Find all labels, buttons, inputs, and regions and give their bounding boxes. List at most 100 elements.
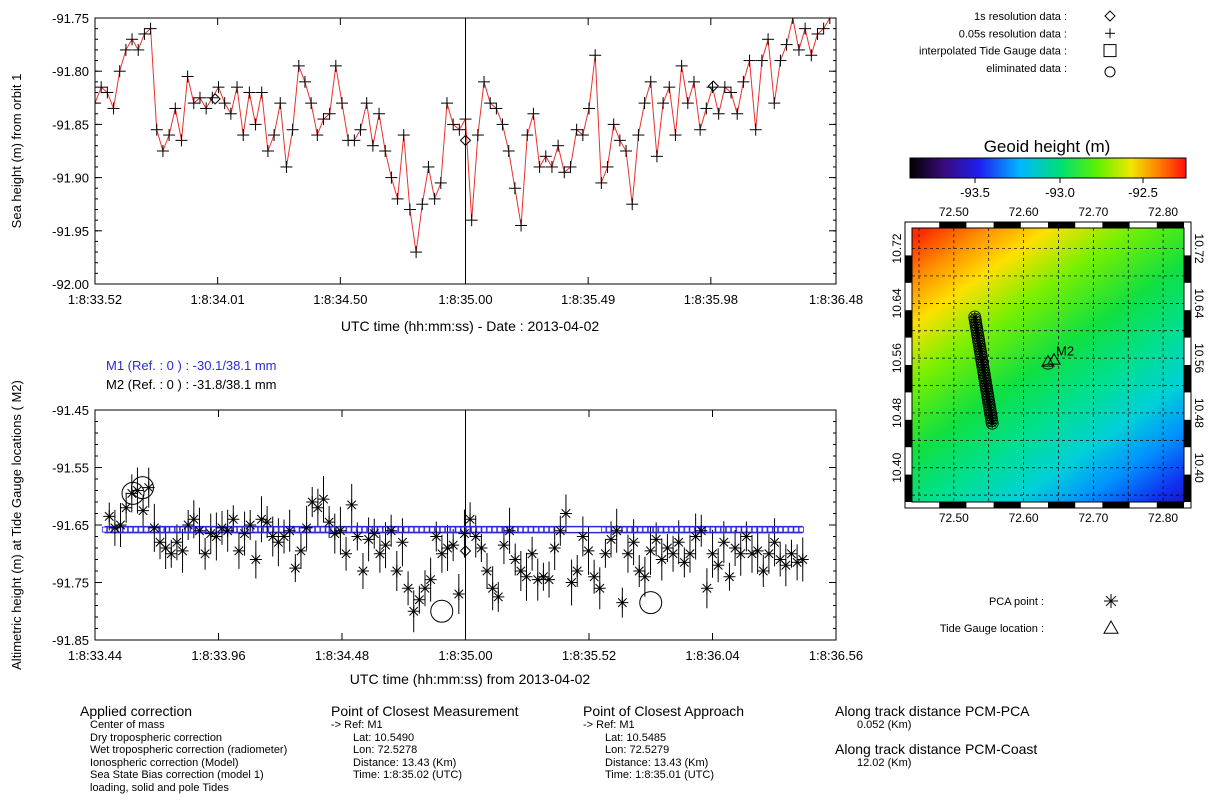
legend-label: Tide Gauge location :: [940, 623, 1044, 635]
border-segment: [1156, 502, 1184, 508]
data-point-plus: [354, 123, 367, 136]
interpolated-square: [668, 526, 674, 533]
pca-point-asterisk: [548, 542, 561, 554]
applied-correction-title: Applied correction: [80, 703, 193, 719]
pca-point-asterisk: [452, 588, 465, 600]
interpolated-square: [523, 526, 529, 533]
asterisk-arm: [403, 583, 413, 593]
pca-point-asterisk: [464, 513, 477, 526]
data-point-plus: [95, 97, 101, 110]
pca-point-asterisk: [661, 542, 674, 554]
asterisk-arm: [482, 566, 492, 576]
data-point-plus: [675, 59, 688, 72]
pca-point-asterisk: [368, 527, 381, 540]
pca-point-asterisk: [249, 553, 262, 566]
interpolated-square: [309, 526, 316, 533]
data-point-plus: [193, 91, 206, 104]
asterisk-arm: [685, 549, 695, 559]
data-point-plus: [391, 192, 404, 205]
pca-point-asterisk: [565, 576, 578, 589]
data-point-plus: [484, 97, 497, 110]
interpolated-square: [751, 526, 758, 533]
pca-point-asterisk: [751, 544, 764, 557]
data-point-plus: [329, 59, 342, 72]
data-point-plus: [737, 75, 750, 88]
asterisk-arm: [448, 540, 458, 550]
circle: [430, 599, 454, 623]
interpolated-square: [101, 526, 108, 533]
pca-time: Time: 1:8:35.01 (UTC): [605, 769, 715, 781]
track-asterisk: [987, 418, 998, 429]
asterisk-arm: [612, 526, 622, 536]
interpolated-square: [772, 526, 778, 533]
bottom-y-axis-label: Altimetric height (m) at Tide Gauge loca…: [9, 380, 24, 670]
y-tick-label: -91.95: [52, 224, 89, 239]
asterisk-arm: [211, 531, 221, 542]
asterisk-arm: [764, 549, 774, 559]
interpolated-square: [211, 526, 217, 533]
interpolated-square: [705, 526, 711, 533]
asterisk-arm: [572, 566, 582, 576]
pca-point-asterisk: [390, 565, 403, 577]
along-pcm-pca-value: 0.052 (Km): [857, 719, 912, 731]
interpolated-square: [647, 526, 654, 533]
interpolated-square: [237, 526, 243, 533]
pca-point-asterisk: [413, 593, 426, 606]
bottom-x-axis-label: UTC time (hh:mm:ss) from 2013-04-02: [350, 671, 591, 687]
asterisk-arm: [454, 589, 464, 599]
legend-circle-icon: [1104, 66, 1116, 78]
interpolated-square: [497, 526, 503, 533]
border-segment: [939, 502, 967, 508]
top-x-ticks: 1:8:33.52 1:8:34.01 1:8:34.50 1:8:35.00 1:8:…: [68, 18, 863, 307]
interpolated-square: [798, 526, 804, 533]
interpolated-square: [793, 526, 799, 533]
pca-point-asterisk: [238, 527, 251, 540]
asterisk-arm: [132, 485, 143, 496]
data-point-plus: [552, 139, 565, 152]
x-tick-label: 1:8:35.00: [438, 648, 492, 663]
interpolated-square: [783, 526, 789, 533]
data-point-plus: [138, 27, 151, 40]
pca-point-asterisk: [283, 524, 296, 537]
interpolated-square: [481, 526, 487, 533]
asterisk-arm: [149, 523, 159, 533]
data-point-plus: [126, 33, 139, 46]
station-label: M2: [1056, 344, 1074, 359]
interpolated-square: [606, 526, 612, 533]
data-point-plus: [465, 214, 478, 227]
asterisk-arm: [679, 557, 689, 567]
pca-point-asterisk: [593, 582, 606, 595]
pca-point-asterisk: [599, 547, 612, 560]
asterisk-arm: [566, 577, 577, 588]
asterisk-arm: [426, 575, 436, 585]
asterisk-arm: [651, 534, 661, 544]
data-point-plus: [163, 129, 176, 142]
asterisk-arm: [595, 583, 605, 593]
y-tick-label: -91.85: [52, 117, 89, 132]
correction-item: Wet tropospheric correction (radiometer): [90, 744, 288, 756]
asterisk-arm: [268, 531, 278, 542]
interpolated-square: [434, 526, 440, 533]
pcm-block: Point of Closest Measurement -> Ref: M1 …: [331, 703, 519, 782]
interpolated-square: [325, 526, 331, 533]
geoid-map: 72.50 72.50 72.60 72.60 72.70 72.70 72.80 72.80…: [890, 205, 1206, 525]
asterisk-arm: [409, 606, 419, 616]
asterisk-arm: [262, 517, 272, 527]
asterisk-arm: [431, 531, 441, 542]
interpolated-square: [419, 526, 425, 533]
pca-point-asterisk: [447, 539, 460, 552]
asterisk-arm: [397, 537, 408, 547]
pca-point-asterisk: [621, 547, 634, 560]
data-point-plus: [95, 81, 108, 94]
asterisk-arm: [713, 560, 723, 570]
lon-tick-label-top: 72.50: [939, 205, 969, 219]
interpolated-square: [673, 526, 680, 533]
data-point-plus: [292, 59, 305, 72]
interpolated-square: [127, 526, 134, 533]
pca-lon: Lon: 72.5279: [605, 744, 670, 756]
asterisk-arm: [392, 566, 402, 576]
interpolated-square: [174, 526, 180, 533]
interpolated-square: [429, 526, 435, 533]
interpolated-square: [372, 526, 378, 533]
asterisk-arm: [617, 598, 627, 608]
